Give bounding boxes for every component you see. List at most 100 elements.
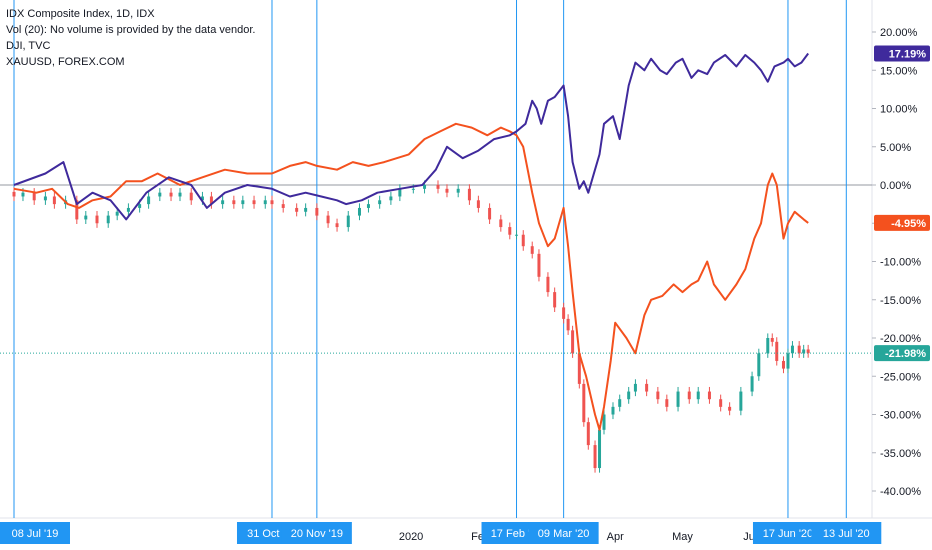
idx-candle-body — [456, 188, 460, 193]
idx-candle-body — [411, 188, 415, 190]
y-tick-label: 5.00% — [880, 142, 911, 154]
idx-candle-body — [346, 215, 350, 228]
idx-candle-body — [696, 391, 700, 400]
date-marker-badge — [0, 522, 70, 544]
idx-candle-body — [389, 196, 393, 201]
idx-candle-body — [476, 200, 480, 208]
idx-candle-body — [728, 406, 732, 411]
idx-candle-body — [665, 399, 669, 407]
idx-candle-body — [618, 399, 622, 407]
idx-candle-body — [508, 227, 512, 235]
idx-candle-body — [775, 341, 779, 361]
idx-candle-body — [178, 192, 182, 197]
idx-candle-body — [797, 345, 801, 354]
idx-candle-body — [398, 188, 402, 197]
y-tick-label: -15.00% — [880, 295, 921, 307]
idx-candle-body — [739, 391, 743, 411]
idx-candle-body — [43, 196, 47, 201]
idx-candle-body — [12, 191, 16, 197]
idx-candle-body — [530, 246, 534, 254]
idx-candle-body — [766, 338, 770, 354]
idx-candle-body — [304, 207, 308, 212]
y-tick-label: -10.00% — [880, 257, 921, 269]
idx-candle-body — [221, 200, 225, 205]
legend-volume-note: Vol (20): No volume is provided by the d… — [6, 24, 256, 36]
idx-candle-body — [488, 207, 492, 220]
y-tick-label: -20.00% — [880, 333, 921, 345]
idx-candle-body — [750, 376, 754, 392]
idx-candle-body — [315, 207, 319, 216]
idx-candle-body — [335, 223, 339, 228]
idx-candle-body — [200, 196, 204, 201]
idx-candle-body — [770, 338, 774, 342]
idx-candle-body — [95, 215, 99, 224]
idx-candle-body — [577, 353, 581, 384]
idx-candle-body — [189, 192, 193, 201]
idx-candle-body — [566, 318, 570, 331]
idx-candle-body — [537, 253, 541, 277]
idx-candle-body — [106, 215, 110, 224]
idx-candle-body — [790, 345, 794, 354]
dji-last-value-label: 17.19% — [889, 48, 927, 60]
idx-candle-body — [786, 353, 790, 369]
idx-candle-body — [169, 192, 173, 197]
xau-last-value-label: -4.95% — [891, 218, 926, 230]
idx-candle-body — [707, 391, 711, 400]
idx-candle-body — [75, 200, 79, 220]
date-marker-label: 09 Mar '20 — [538, 528, 590, 540]
idx-candle-body — [802, 349, 806, 354]
date-marker-label: 17 Jun '20 — [763, 528, 813, 540]
idx-candle-body — [593, 445, 597, 469]
legend-dji: DJI, TVC — [6, 40, 51, 52]
idx-candle-body — [627, 391, 631, 400]
idx-last-value-bg — [874, 345, 930, 362]
idx-candle-body — [326, 215, 330, 224]
idx-candle-body — [158, 192, 162, 197]
idx-candle-body — [633, 383, 637, 392]
idx-candle-body — [270, 200, 274, 205]
idx-candle-body — [147, 196, 151, 205]
idx-last-value-label: -21.98% — [885, 348, 926, 360]
y-tick-label: 0.00% — [880, 180, 911, 192]
idx-candle-body — [806, 349, 810, 354]
idx-candle-body — [611, 406, 615, 415]
y-tick-label: 10.00% — [880, 104, 918, 116]
idx-candle-body — [263, 200, 267, 205]
idx-candle-body — [126, 207, 130, 212]
idx-candle-body — [676, 391, 680, 407]
idx-candle-body — [553, 292, 557, 308]
idx-candle-body — [656, 391, 660, 400]
idx-candle-body — [521, 234, 525, 247]
y-tick-label: -35.00% — [880, 448, 921, 460]
idx-candle-body — [84, 215, 88, 220]
idx-candle-body — [645, 383, 649, 392]
idx-candle-body — [571, 330, 575, 354]
date-marker-badge — [281, 522, 352, 544]
idx-candle-body — [499, 219, 503, 228]
y-tick-label: -30.00% — [880, 410, 921, 422]
date-marker-label: 20 Nov '19 — [291, 528, 343, 540]
idx-candle-body — [602, 414, 606, 430]
idx-candle-body — [357, 207, 361, 216]
idx-candle-body — [515, 234, 519, 236]
xauusd-series-line — [13, 122, 809, 431]
idx-candle-body — [115, 211, 119, 216]
legend-xauusd: XAUUSD, FOREX.COM — [6, 56, 125, 68]
idx-candle-body — [436, 185, 440, 189]
idx-candle-body — [52, 196, 56, 205]
idx-candle-body — [21, 192, 25, 197]
x-tick-label: Apr — [607, 531, 624, 543]
y-tick-label: -25.00% — [880, 371, 921, 383]
idx-candle-body — [423, 185, 427, 189]
idx-candle-body — [582, 383, 586, 423]
date-marker-badge — [528, 522, 599, 544]
dji-last-value-bg — [874, 45, 930, 62]
idx-candle-body — [209, 196, 213, 205]
idx-candle-body — [138, 204, 142, 208]
y-tick-label: 20.00% — [880, 27, 918, 39]
idx-candle-body — [562, 307, 566, 319]
dji-series-line — [13, 52, 810, 221]
idx-candle-body — [281, 204, 285, 208]
